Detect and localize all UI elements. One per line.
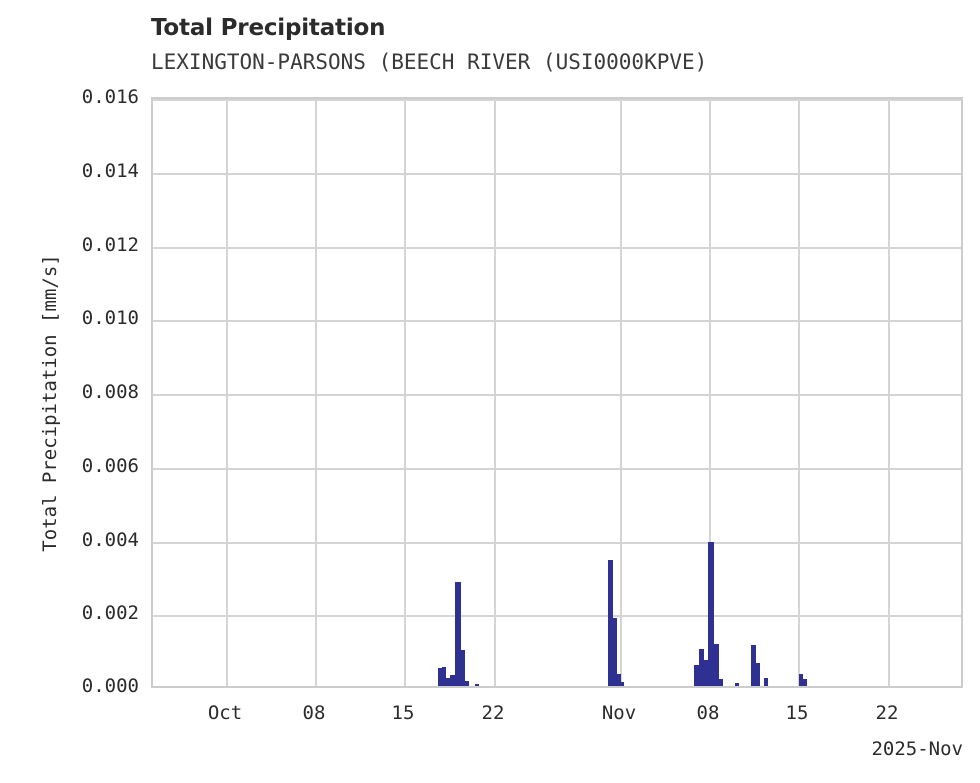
y-axis-tick: 0.004 [81,529,139,551]
data-spike [442,667,446,686]
gridline-vertical [315,99,317,686]
gridline-vertical [494,99,496,686]
chart-subtitle: LEXINGTON-PARSONS (BEECH RIVER (USI0000K… [151,50,708,74]
data-spike [708,542,714,686]
data-spike [751,645,756,686]
gridline-vertical [798,99,800,686]
gridline-horizontal [153,247,961,249]
x-axis-tick: 08 [302,702,326,724]
gridline-vertical [226,99,228,686]
y-axis-tick: 0.010 [81,307,139,329]
data-spike [465,681,469,686]
data-spike [714,644,719,686]
y-axis-tick: 0.008 [81,381,139,403]
y-axis-tick: 0.016 [81,86,139,108]
gridline-horizontal [153,320,961,322]
y-axis-tick: 0.006 [81,455,139,477]
x-axis-tick: Oct [207,702,243,724]
x-axis-tick: 15 [391,702,415,724]
gridline-horizontal [153,173,961,175]
precipitation-series [153,99,961,686]
x-axis-tick: 22 [875,702,899,724]
x-axis-tick: Nov [601,702,637,724]
data-spike [735,683,739,686]
plot-area [151,97,963,688]
x-axis-tick: 22 [481,702,505,724]
data-spike [461,650,465,686]
data-spike [455,582,461,686]
y-axis-tick: 0.012 [81,234,139,256]
y-axis-tick: 0.002 [81,602,139,624]
data-spike [694,665,699,686]
data-spike [475,684,479,686]
gridline-vertical [888,99,890,686]
gridline-vertical [709,99,711,686]
data-spike [764,678,768,686]
data-spike [756,663,760,686]
gridline-horizontal [153,615,961,617]
gridline-horizontal [153,468,961,470]
data-spike [617,674,621,686]
x-axis-tick: 08 [696,702,720,724]
page-title: Total Precipitation [151,15,386,41]
y-axis-tick: 0.014 [81,160,139,182]
data-spike [799,674,803,686]
gridline-horizontal [153,394,961,396]
data-spike [608,560,613,686]
data-spike [621,682,624,686]
y-axis-tick: 0.000 [81,675,139,697]
data-spike [613,618,617,686]
x-axis-tick: 15 [785,702,809,724]
data-spike [704,660,708,686]
data-spike [719,679,723,686]
gridline-vertical [404,99,406,686]
gridline-vertical [620,99,622,686]
data-spike [450,675,455,686]
y-axis-tick-labels: 0.016 0.014 0.012 0.010 0.008 0.006 0.004 0.002… [0,0,139,783]
data-spike [803,679,807,686]
data-spike [446,678,450,686]
x-axis-offset-label: 2025-Nov [871,738,963,760]
data-spike [699,649,704,686]
data-spike [438,668,442,686]
gridline-horizontal [153,99,961,101]
gridline-horizontal [153,542,961,544]
